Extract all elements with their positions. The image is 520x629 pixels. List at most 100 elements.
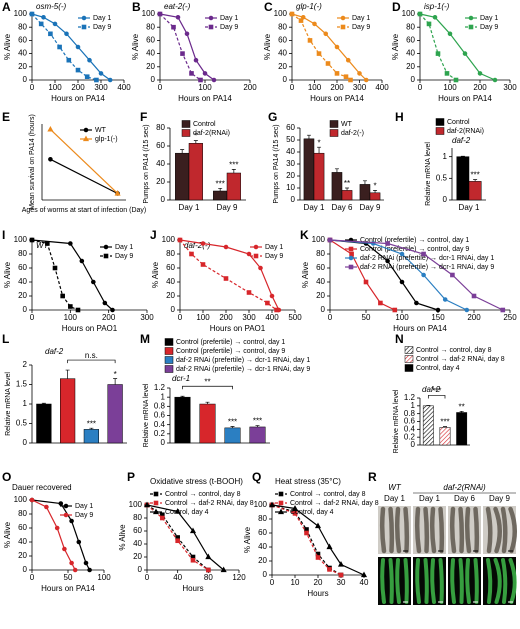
y-tick-label: 0.4 bbox=[404, 424, 416, 433]
legend-marker bbox=[277, 508, 285, 515]
chart-title: Dauer recovered bbox=[12, 483, 72, 492]
legend-label: Control → daf-2 RNAi, day 8 bbox=[165, 500, 254, 507]
group-label: WT bbox=[388, 483, 402, 492]
legend-label: Day 1 bbox=[352, 15, 370, 22]
y-axis-label: % Alive bbox=[3, 521, 12, 548]
point bbox=[189, 251, 194, 257]
y-axis-label: Relative mRNA level bbox=[393, 389, 400, 453]
point bbox=[315, 555, 321, 560]
y-tick-label: 80 bbox=[316, 249, 325, 258]
legend-label: Day 9 bbox=[115, 253, 133, 260]
y-axis-label: % Alive bbox=[151, 261, 160, 288]
y-tick-label: 20 bbox=[278, 62, 287, 71]
series-line bbox=[419, 13, 457, 81]
point bbox=[326, 543, 333, 550]
point bbox=[464, 307, 470, 313]
y-tick-label: 80 bbox=[18, 22, 27, 31]
panel-letter: P bbox=[127, 470, 135, 484]
bar bbox=[468, 181, 482, 201]
point bbox=[68, 304, 73, 309]
y-tick-label: 20 bbox=[406, 62, 415, 71]
bracket-label: n.s. bbox=[85, 351, 98, 360]
point bbox=[200, 262, 206, 267]
legend-label: Day 1 bbox=[265, 244, 283, 251]
y-tick-label: 20 bbox=[18, 62, 27, 71]
x-tick-label: 120 bbox=[232, 573, 246, 582]
legend-marker bbox=[153, 500, 159, 506]
bar bbox=[249, 426, 266, 444]
x-tick-label: 200 bbox=[219, 313, 233, 322]
x-tick-label: 200 bbox=[243, 83, 257, 92]
worm-gfp bbox=[430, 558, 436, 604]
chart-title: WT bbox=[36, 241, 50, 250]
y-tick-label: 0.2 bbox=[154, 429, 166, 438]
y-tick-label: 2 bbox=[23, 360, 28, 369]
y-axis-label: Pumps on PA14 (/15 sec) bbox=[273, 124, 280, 203]
point bbox=[414, 300, 419, 306]
point bbox=[91, 279, 96, 285]
point bbox=[184, 31, 190, 37]
y-tick-label: 20 bbox=[286, 171, 295, 180]
x-axis-label: Hours on PA14 bbox=[51, 94, 105, 103]
y-axis-label: % Alive bbox=[263, 33, 272, 60]
point bbox=[87, 567, 92, 573]
series-line bbox=[419, 13, 496, 81]
y-tick-label: 1 bbox=[161, 392, 166, 401]
point bbox=[76, 539, 82, 545]
point bbox=[202, 71, 208, 76]
y-tick-label: 100 bbox=[14, 235, 28, 244]
point bbox=[316, 51, 322, 56]
point bbox=[72, 567, 78, 573]
y-axis-label: % Alive bbox=[243, 526, 252, 553]
point bbox=[175, 538, 180, 544]
point bbox=[327, 567, 332, 572]
point bbox=[200, 241, 206, 246]
panel-letter: C bbox=[264, 0, 273, 14]
point bbox=[143, 501, 151, 508]
panel-letter: G bbox=[268, 110, 277, 124]
legend-marker bbox=[63, 503, 69, 509]
y-tick-label: 0.8 bbox=[404, 409, 416, 418]
point bbox=[177, 237, 183, 243]
x-axis-label: Hours bbox=[182, 584, 203, 593]
bar bbox=[174, 396, 191, 444]
legend-marker bbox=[468, 24, 474, 30]
y-tick-label: 0.5 bbox=[436, 173, 448, 182]
legend-swatch bbox=[164, 365, 174, 373]
point bbox=[58, 501, 64, 506]
legend-marker bbox=[348, 255, 354, 261]
x-tick-label: 150 bbox=[431, 313, 445, 322]
point bbox=[87, 57, 92, 63]
y-tick-label: 0 bbox=[321, 305, 326, 314]
legend-label: daf-2(RNAi) bbox=[447, 128, 484, 135]
worm-gfp bbox=[486, 558, 493, 604]
y-axis-label: Mean survival on PA14 (hours) bbox=[29, 114, 36, 210]
y-tick-label: 100 bbox=[254, 500, 268, 509]
point bbox=[48, 156, 53, 162]
series-line bbox=[31, 239, 79, 311]
y-tick-label: 100 bbox=[162, 235, 176, 244]
bracket bbox=[67, 359, 116, 364]
legend-label: WT bbox=[95, 127, 107, 134]
chart-title: Heat stress (35°C) bbox=[275, 477, 341, 486]
y-tick-label: 0.5 bbox=[16, 419, 28, 428]
y-tick-label: 60 bbox=[133, 526, 142, 535]
x-tick-label: 300 bbox=[503, 83, 517, 92]
series-line bbox=[179, 239, 277, 311]
point bbox=[492, 77, 498, 83]
y-axis-label: % Alive bbox=[3, 33, 12, 60]
point bbox=[52, 265, 58, 271]
point bbox=[41, 14, 46, 20]
y-tick-label: 60 bbox=[18, 263, 27, 272]
series-line bbox=[50, 158, 118, 195]
point bbox=[174, 508, 181, 514]
point bbox=[223, 244, 229, 250]
point bbox=[54, 525, 60, 531]
point bbox=[442, 297, 448, 302]
bar bbox=[188, 143, 203, 201]
y-tick-label: 50 bbox=[286, 135, 295, 144]
error-bar bbox=[89, 427, 94, 430]
point bbox=[75, 44, 81, 50]
series-line bbox=[291, 13, 351, 81]
x-tick-label: Day 1 bbox=[304, 203, 325, 212]
